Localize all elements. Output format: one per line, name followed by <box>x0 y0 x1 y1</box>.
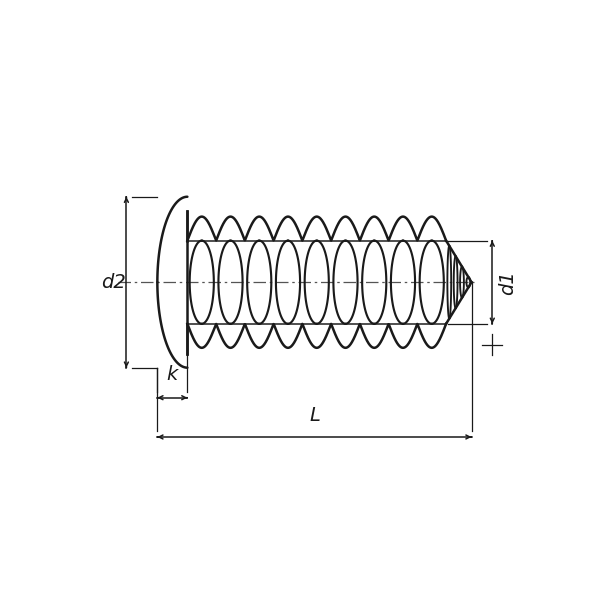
Text: d2: d2 <box>101 273 126 292</box>
Text: d1: d1 <box>498 270 517 295</box>
Text: k: k <box>167 365 178 384</box>
Text: L: L <box>309 406 320 425</box>
